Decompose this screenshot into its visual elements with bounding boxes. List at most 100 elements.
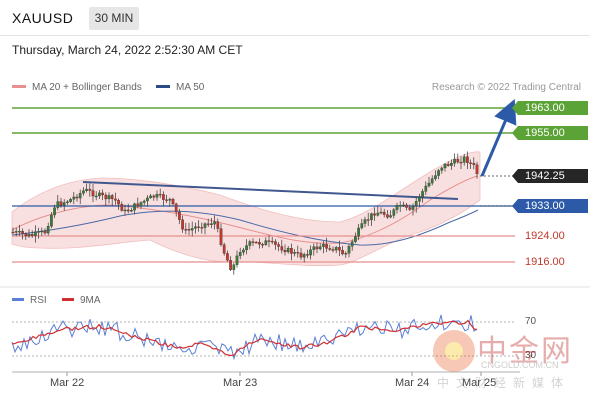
rsi-line bbox=[11, 314, 478, 361]
candle-body bbox=[402, 204, 405, 207]
candle-body bbox=[216, 221, 220, 229]
rsi-label: RSI bbox=[30, 295, 47, 306]
candle-body bbox=[446, 163, 450, 166]
candle-body bbox=[123, 209, 127, 212]
candle-body bbox=[162, 194, 165, 200]
symbol-title: XAUUSD bbox=[12, 10, 74, 26]
watermark-url: CNGOLD.COM.CN bbox=[481, 360, 559, 370]
candle-body bbox=[78, 193, 82, 199]
candle-body bbox=[235, 255, 239, 265]
candle-body bbox=[98, 192, 101, 197]
candle-body bbox=[146, 197, 149, 202]
candle-body bbox=[254, 241, 258, 244]
candle-body bbox=[430, 178, 434, 184]
candle-body bbox=[293, 252, 296, 254]
price-label-r2: 1963.00 bbox=[512, 101, 588, 115]
candle-body bbox=[226, 253, 229, 261]
candle-body bbox=[405, 204, 408, 208]
candle-body bbox=[50, 214, 53, 227]
watermark-tagline: 中文财经新媒体 bbox=[437, 376, 571, 390]
candle-body bbox=[197, 226, 200, 228]
candle-body bbox=[34, 231, 37, 236]
candle-body bbox=[414, 201, 418, 207]
candle-body bbox=[453, 159, 456, 164]
price-label-pivot: 1933.00 bbox=[512, 199, 588, 213]
candle-body bbox=[181, 219, 184, 230]
rsi-swatch bbox=[12, 297, 24, 301]
candle-body bbox=[472, 162, 476, 165]
ma50-line bbox=[11, 209, 479, 246]
candle-body bbox=[331, 249, 335, 251]
candle-body bbox=[418, 196, 421, 202]
price-label-s1: 1924.00 bbox=[525, 230, 565, 242]
candle-body bbox=[21, 230, 24, 234]
candle-body bbox=[373, 213, 376, 216]
candle-body bbox=[82, 190, 85, 194]
candle-body bbox=[248, 241, 252, 246]
candle-body bbox=[66, 201, 69, 203]
candle-body bbox=[366, 219, 370, 221]
candle-body bbox=[440, 167, 444, 171]
watermark: 中金网 CNGOLD.COM.CN 中文财经新媒体 bbox=[433, 326, 583, 390]
candle-body bbox=[171, 198, 175, 205]
candle-body bbox=[203, 223, 207, 228]
ma20-swatch bbox=[12, 84, 26, 88]
top-bar: XAUUSD 30 MIN bbox=[0, 0, 590, 36]
candle-body bbox=[434, 175, 437, 179]
candle-body bbox=[395, 205, 399, 210]
timeframe-button[interactable]: 30 MIN bbox=[89, 7, 139, 30]
candle-body bbox=[91, 190, 95, 197]
candle-body bbox=[379, 211, 383, 214]
candle-body bbox=[104, 194, 108, 200]
candle-body bbox=[318, 246, 322, 250]
candle-body bbox=[168, 198, 172, 201]
candle-body bbox=[136, 203, 140, 207]
candle-body bbox=[46, 226, 50, 234]
candle-body bbox=[466, 156, 469, 163]
x-label-mar24: Mar 24 bbox=[395, 377, 430, 389]
candle-body bbox=[139, 202, 143, 207]
candle-body bbox=[149, 195, 152, 199]
candle-body bbox=[59, 201, 63, 206]
price-label-r1: 1955.00 bbox=[512, 126, 588, 140]
candle-body bbox=[251, 241, 255, 243]
candle-body bbox=[315, 246, 319, 250]
candle-body bbox=[261, 244, 264, 246]
rsi-level-70-label: 70 bbox=[525, 316, 537, 327]
forecast-arrow bbox=[480, 98, 517, 177]
candle-body bbox=[376, 212, 380, 216]
ma50-swatch bbox=[156, 84, 170, 88]
candle-body bbox=[270, 240, 274, 243]
candle-body bbox=[341, 250, 344, 255]
candle-body bbox=[242, 249, 245, 253]
candle-body bbox=[344, 253, 348, 255]
candle-body bbox=[245, 245, 248, 251]
candle-body bbox=[456, 159, 460, 163]
candle-body bbox=[350, 241, 354, 247]
candle-body bbox=[398, 205, 402, 207]
candle-body bbox=[338, 247, 341, 251]
candle-body bbox=[267, 240, 271, 242]
candle-body bbox=[126, 209, 130, 212]
rsi-ma-swatch bbox=[62, 297, 74, 301]
ma20-label: MA 20 + Bollinger Bands bbox=[32, 82, 142, 93]
candle-body bbox=[290, 248, 293, 254]
candle-body bbox=[437, 170, 440, 176]
candle-body bbox=[386, 214, 389, 218]
candlesticks bbox=[11, 151, 479, 275]
candle-body bbox=[424, 185, 428, 192]
candle-body bbox=[37, 231, 40, 233]
candle-body bbox=[264, 240, 268, 245]
candle-body bbox=[334, 247, 338, 251]
rsi-level-30-label: 30 bbox=[525, 350, 537, 361]
candle-body bbox=[363, 219, 367, 224]
candle-body bbox=[174, 203, 178, 213]
candle-body bbox=[117, 200, 120, 205]
candle-body bbox=[347, 246, 351, 254]
candle-body bbox=[200, 227, 204, 229]
candle-body bbox=[72, 196, 76, 200]
candle-body bbox=[299, 252, 303, 258]
candle-body bbox=[283, 249, 287, 253]
candle-body bbox=[459, 161, 463, 164]
